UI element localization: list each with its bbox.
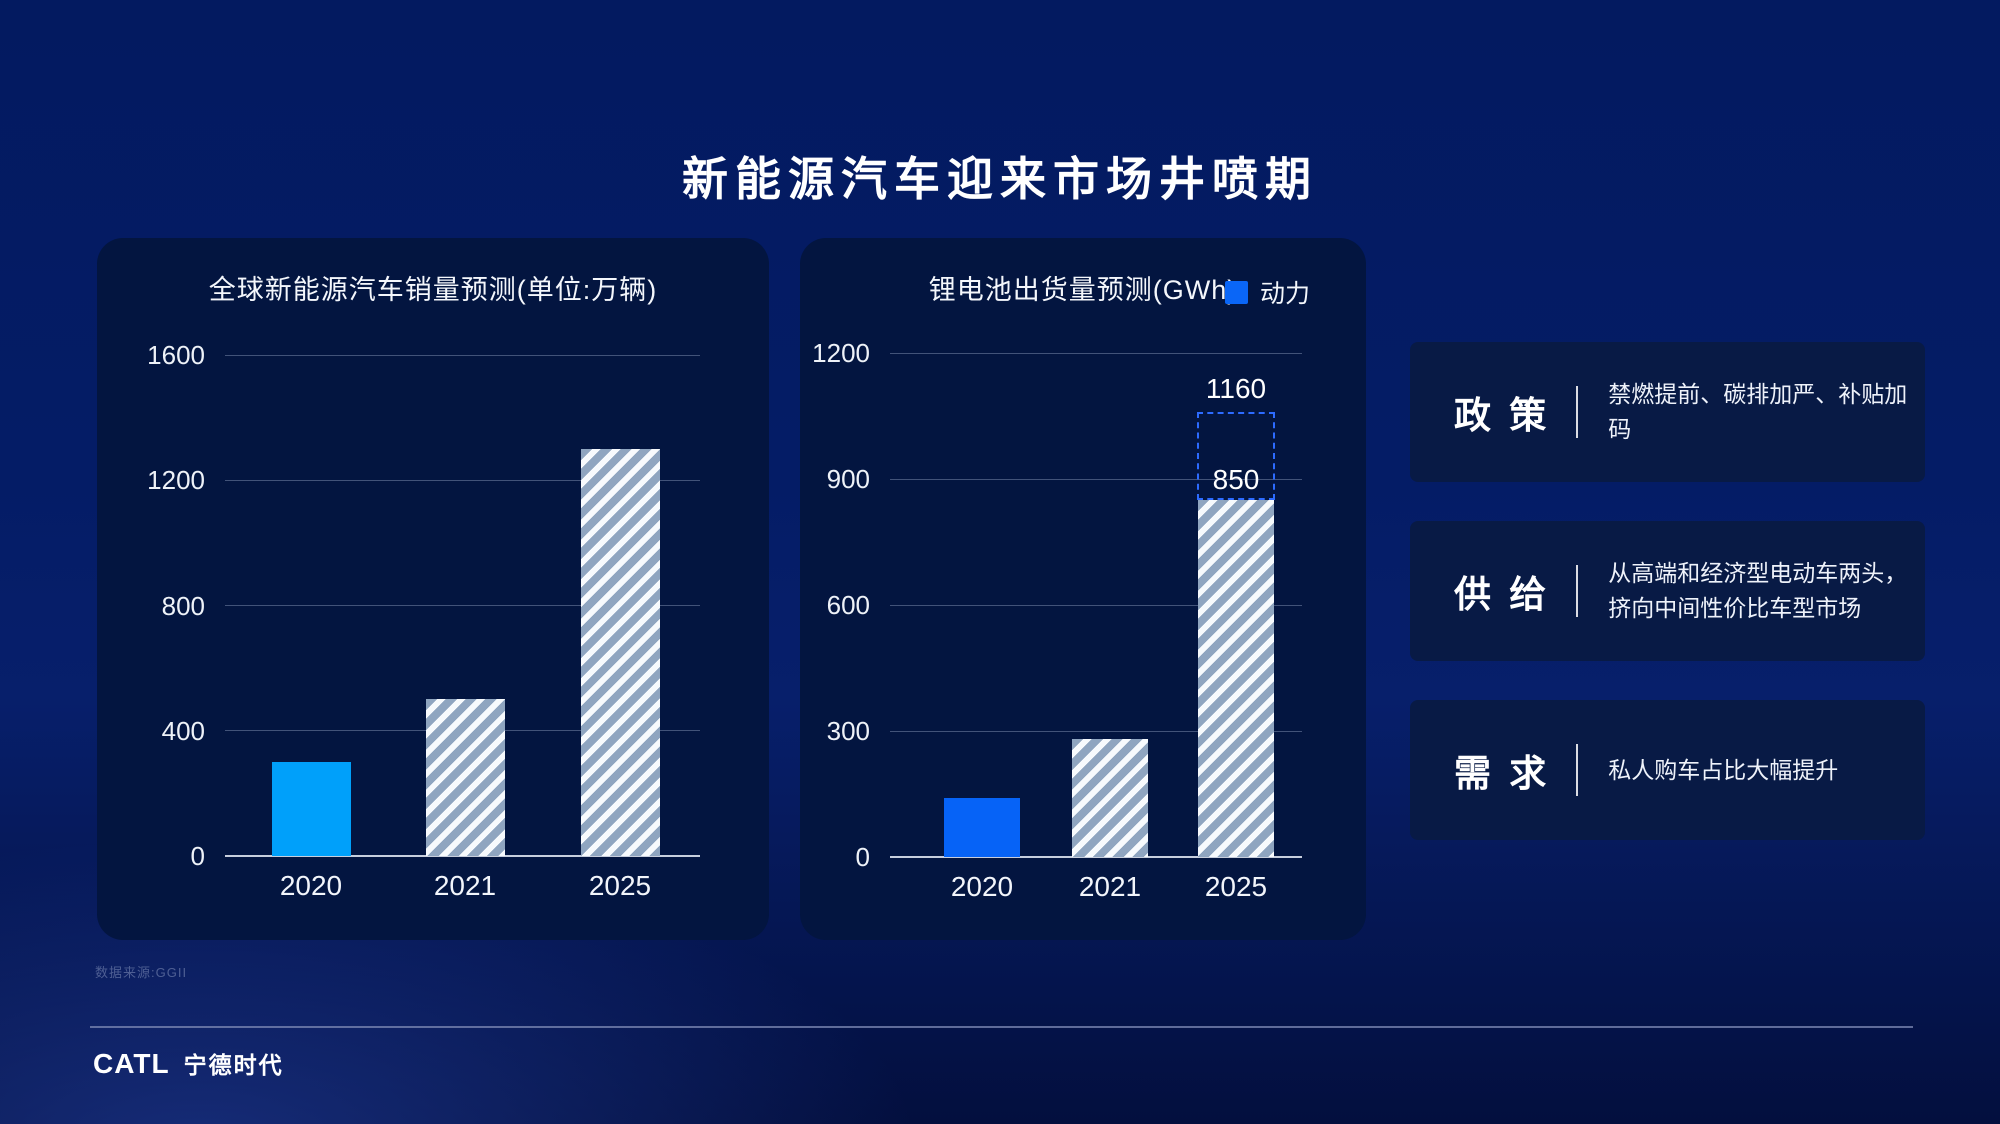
battery-shipments-plot: 0 300 600 900 1200 2020 2021 2025 850 1160 — [812, 340, 1302, 902]
y-tick-label: 600 — [826, 590, 870, 620]
bar-2025 — [1198, 500, 1274, 857]
catl-logo: CATL 宁德时代 — [93, 1046, 284, 1080]
chart-card-battery-shipments: 锂电池出货量预测(GWh) 动力 0 300 600 900 1200 2020 2021 2… — [800, 238, 1366, 940]
y-tick-label: 0 — [190, 841, 205, 871]
gridline — [225, 479, 700, 481]
gridline — [890, 352, 1302, 354]
factor-description: 私人购车占比大幅提升 — [1608, 753, 1838, 788]
factor-desc-line: 挤向中间性价比车型市场 — [1608, 595, 1862, 621]
x-category-label: 2025 — [1204, 871, 1268, 902]
y-tick-label: 1200 — [147, 465, 205, 496]
page-title: 新能源汽车迎来市场井喷期 — [682, 152, 1318, 205]
factor-card-demand: 需 求 私人购车占比大幅提升 — [1410, 700, 1925, 840]
forecast-dashed-box — [1197, 412, 1275, 500]
x-category-label: 2021 — [1078, 871, 1142, 902]
bar-2021 — [425, 699, 505, 856]
gridline — [890, 478, 1302, 480]
chart-card-ev-sales: 全球新能源汽车销量预测(单位:万辆) 0 400 800 1200 1600 2020 20… — [97, 238, 769, 940]
factor-label: 供 给 — [1454, 574, 1551, 615]
bar-2020 — [944, 798, 1020, 857]
chart-title-battery-shipments: 锂电池出货量预测(GWh) — [928, 275, 1238, 305]
gridline — [890, 730, 1302, 732]
y-tick-label: 900 — [826, 464, 870, 494]
x-axis-line — [890, 856, 1302, 858]
chart-legend: 动力 — [1224, 274, 1310, 310]
bar-2020 — [271, 762, 351, 856]
ev-sales-plot: 0 400 800 1200 1600 2020 2021 2025 — [147, 342, 700, 901]
logo-latin-text: CATL — [93, 1048, 170, 1079]
factor-divider — [1576, 565, 1579, 617]
factor-label: 需 求 — [1454, 753, 1551, 794]
chart-title-ev-sales: 全球新能源汽车销量预测(单位:万辆) — [208, 275, 658, 305]
y-tick-label: 300 — [826, 716, 870, 746]
legend-label: 动力 — [1259, 280, 1310, 308]
factor-card-policy: 政 策 禁燃提前、碳排加严、补贴加码 — [1410, 342, 1925, 482]
y-tick-label: 1200 — [812, 338, 870, 368]
factor-divider — [1576, 386, 1579, 438]
x-category-label: 2025 — [588, 870, 652, 901]
x-category-label: 2021 — [433, 870, 497, 901]
data-source-note: 数据来源:GGII — [95, 965, 188, 980]
footer-divider — [90, 1026, 1913, 1028]
factor-label: 政 策 — [1454, 395, 1551, 436]
bar-2021 — [1072, 739, 1148, 857]
factor-description: 从高端和经济型电动车两头， 挤向中间性价比车型市场 — [1608, 556, 1907, 626]
y-tick-label: 400 — [161, 715, 205, 746]
legend-color-swatch — [1224, 280, 1248, 304]
x-category-label: 2020 — [279, 870, 343, 901]
factor-divider — [1576, 744, 1579, 796]
bar-value-label: 850 — [1212, 464, 1260, 495]
factor-desc-line: 从高端和经济型电动车两头， — [1608, 560, 1908, 586]
x-category-label: 2020 — [950, 871, 1014, 902]
logo-cjk-text: 宁德时代 — [183, 1052, 284, 1078]
y-tick-label: 0 — [855, 842, 870, 872]
gridline — [225, 605, 700, 606]
bar-2025 — [580, 449, 660, 856]
y-tick-label: 1600 — [147, 340, 205, 370]
factor-desc-line: 私人购车占比大幅提升 — [1608, 756, 1839, 783]
factor-desc-line: 禁燃提前、碳排加严、补贴加码 — [1608, 381, 1908, 442]
gridline — [890, 604, 1302, 606]
factor-description: 禁燃提前、碳排加严、补贴加码 — [1608, 377, 1925, 447]
gridline — [225, 354, 700, 356]
total-value-label: 1160 — [1205, 373, 1267, 404]
factor-card-supply: 供 给 从高端和经济型电动车两头， 挤向中间性价比车型市场 — [1410, 521, 1925, 661]
y-tick-label: 800 — [161, 590, 205, 621]
x-axis-line — [225, 855, 700, 857]
